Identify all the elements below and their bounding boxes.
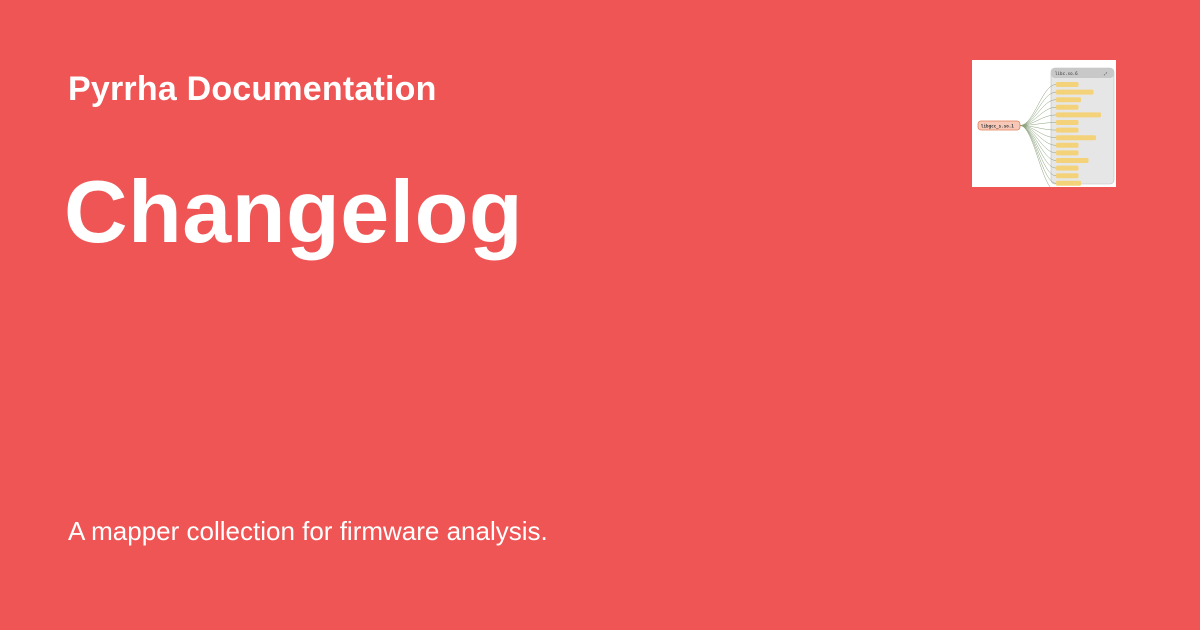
site-description: A mapper collection for firmware analysi…	[68, 516, 548, 546]
graph-nodes	[1056, 82, 1101, 186]
graph-edge	[1019, 125, 1051, 187]
graph-node	[1056, 112, 1101, 118]
graph-node	[1056, 104, 1079, 110]
graph-edge	[1019, 125, 1057, 176]
graph-node	[1056, 173, 1079, 179]
graph-node	[1056, 135, 1096, 141]
graph-edge	[1019, 125, 1057, 161]
graph-edge	[1019, 99, 1057, 126]
graph-edge	[1019, 125, 1057, 184]
graph-source-node	[977, 120, 1021, 131]
page-title: Changelog	[64, 162, 524, 261]
graph-target-panel-header	[1051, 68, 1114, 78]
graph-node	[1056, 180, 1081, 186]
graph-edge	[1019, 91, 1057, 126]
call-graph-logo-icon: libc.so.6 ⤢ libgcc_s.so.1	[972, 60, 1116, 187]
graph-source-label: libgcc_s.so.1	[981, 124, 1014, 129]
graph-node	[1056, 150, 1079, 156]
graph-node	[1056, 120, 1079, 125]
graph-edge	[1019, 125, 1057, 169]
graph-node	[1056, 89, 1094, 95]
graph-target-label: libc.so.6	[1055, 71, 1078, 76]
site-name: Pyrrha Documentation	[68, 70, 437, 108]
graph-node	[1056, 165, 1079, 171]
graph-edge	[1019, 84, 1057, 126]
expand-glyph-icon: ⤢	[1104, 71, 1108, 76]
graph-edge	[1019, 107, 1057, 126]
graph-node	[1056, 142, 1079, 148]
call-graph-diagram: libc.so.6 ⤢ libgcc_s.so.1	[977, 67, 1115, 187]
graph-node	[1056, 127, 1079, 133]
graph-node	[1056, 82, 1079, 87]
graph-edges	[1019, 84, 1057, 187]
graph-node	[1056, 97, 1081, 103]
graph-node	[1056, 158, 1089, 163]
